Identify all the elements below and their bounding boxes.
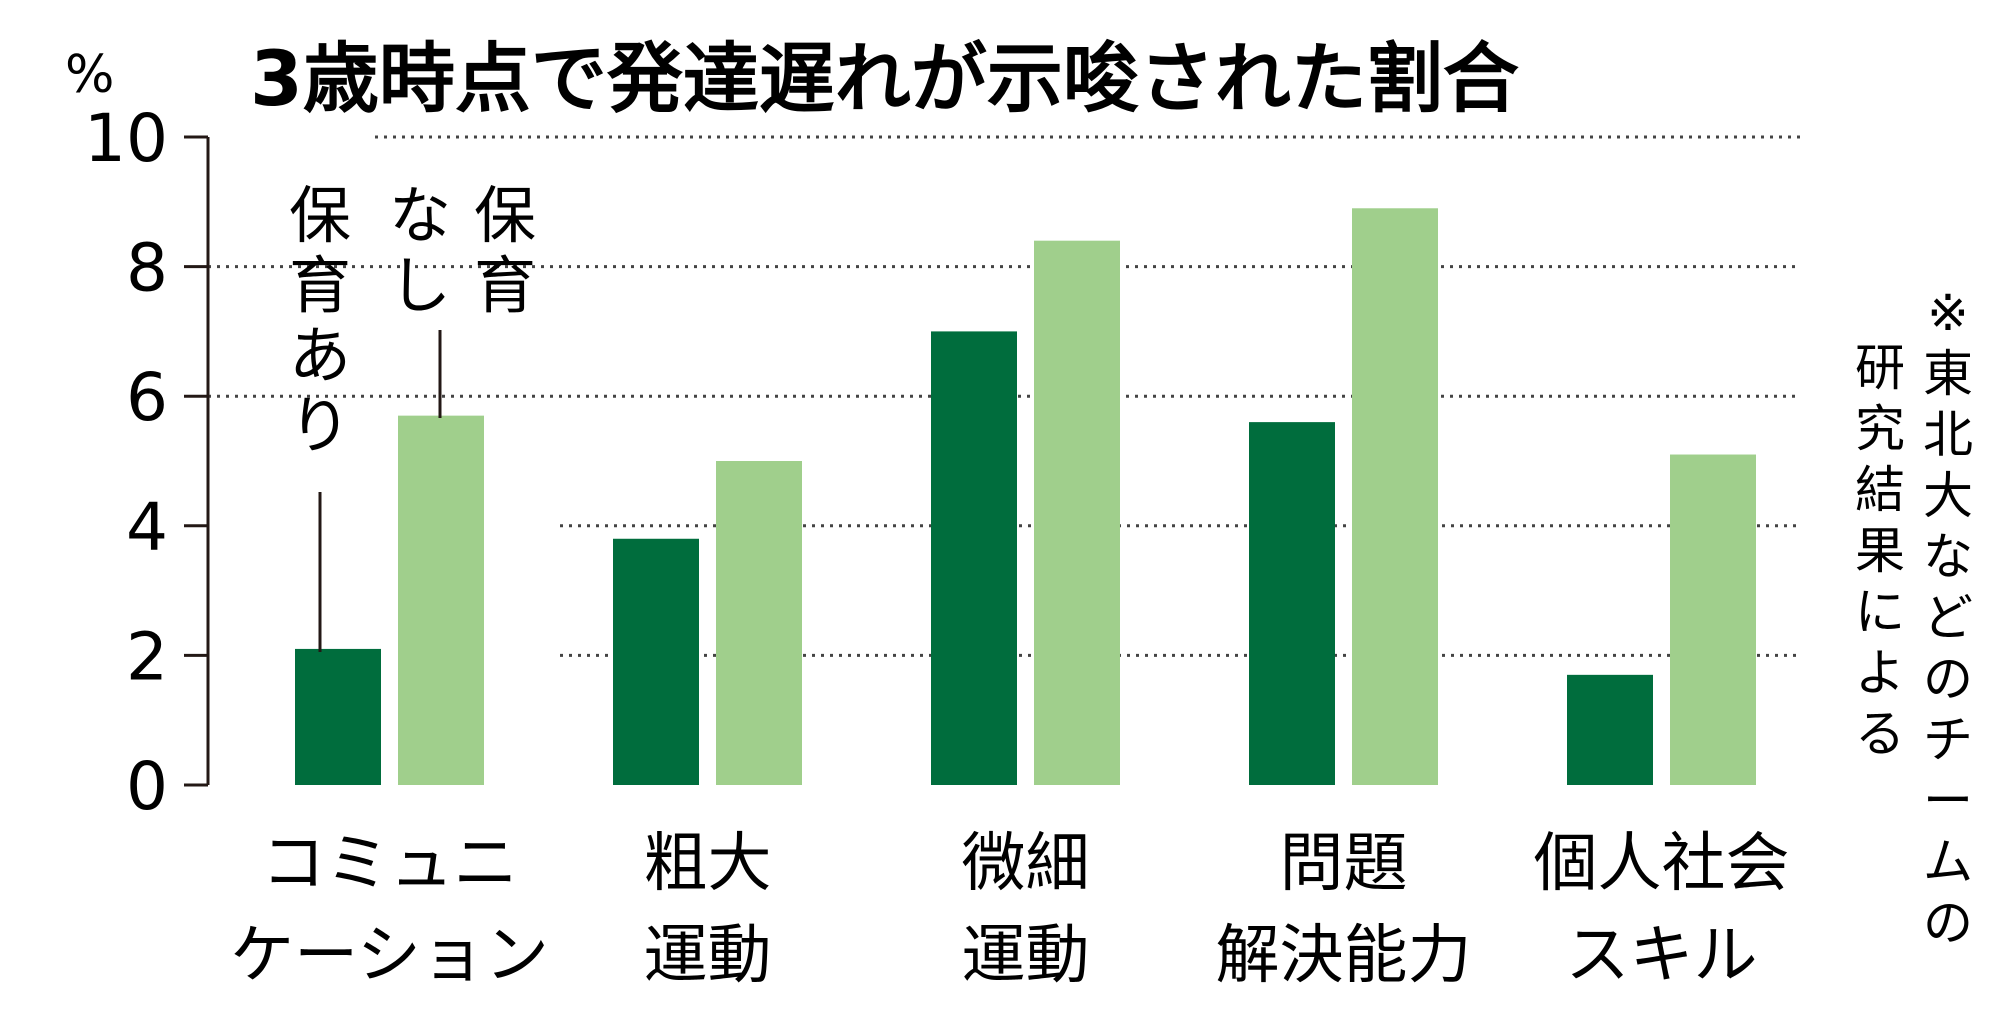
series-label-without-care-a: 保育 xyxy=(474,179,536,322)
y-unit-label: % xyxy=(65,45,114,105)
category-label: 微細 xyxy=(962,827,1090,901)
bar-without-care xyxy=(1352,208,1438,785)
y-axis: 0 2 4 6 8 10 xyxy=(84,100,210,825)
chart-title: 3歳時点で発達遅れが示唆された割合 xyxy=(250,34,1519,123)
y-tick-label: 10 xyxy=(84,100,168,177)
bar-without-care xyxy=(1034,240,1120,785)
category-label: 問題 xyxy=(1280,827,1408,901)
bar-without-care xyxy=(1670,454,1756,785)
bar-with-care xyxy=(1249,422,1335,785)
bar-without-care xyxy=(398,415,484,785)
series-label-without-care-b: なし xyxy=(389,179,451,322)
grid xyxy=(208,135,1800,657)
category-label: 粗大 xyxy=(644,827,772,901)
category-label: 運動 xyxy=(644,919,772,993)
category-label: スキル xyxy=(1566,919,1758,993)
y-tick-label: 2 xyxy=(126,618,168,695)
y-tick-label: 0 xyxy=(126,748,168,825)
y-tick-label: 6 xyxy=(126,359,168,436)
category-label: 個人社会 xyxy=(1534,827,1790,901)
bar-with-care xyxy=(613,538,699,785)
bar-with-care xyxy=(1567,674,1653,785)
category-label: 解決能力 xyxy=(1216,919,1472,993)
bar-with-care xyxy=(931,331,1017,785)
category-label: 運動 xyxy=(962,919,1090,993)
category-label: コミュニ xyxy=(262,827,518,901)
series-label-with-care: 保育あり xyxy=(289,179,351,462)
note-text: ※東北大などのチームの xyxy=(1923,284,1973,952)
bar-with-care xyxy=(295,648,381,785)
y-tick-label: 8 xyxy=(126,230,168,307)
category-label: ケーション xyxy=(230,919,549,993)
y-tick-label: 4 xyxy=(126,489,168,566)
bars xyxy=(295,208,1756,785)
bar-without-care xyxy=(716,461,802,785)
note-text: 研究結果による xyxy=(1855,339,1905,763)
